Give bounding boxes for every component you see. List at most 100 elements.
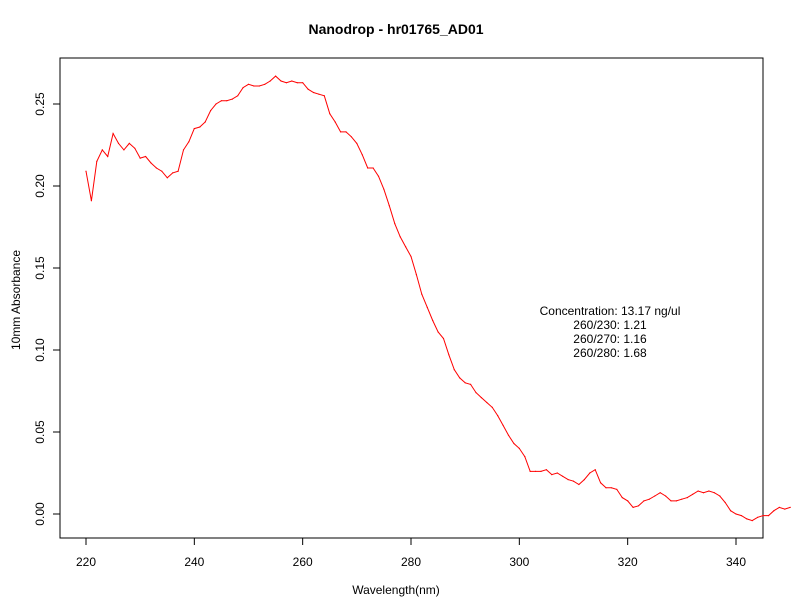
data-point xyxy=(567,479,569,481)
data-point xyxy=(659,492,661,494)
data-point xyxy=(605,487,607,489)
data-point xyxy=(670,500,672,502)
data-point xyxy=(220,100,222,102)
data-point xyxy=(383,188,385,190)
data-point xyxy=(757,516,759,518)
data-point xyxy=(610,487,613,489)
data-point xyxy=(405,246,407,248)
data-point xyxy=(784,508,786,510)
data-point xyxy=(253,85,255,87)
data-point xyxy=(117,142,120,144)
data-point xyxy=(724,501,726,504)
data-point xyxy=(675,500,678,502)
y-axis: 0.00 0.05 0.10 0.15 0.20 0.25 xyxy=(33,92,61,526)
data-point xyxy=(237,95,239,97)
data-point xyxy=(96,160,98,162)
data-point xyxy=(540,470,542,472)
data-point xyxy=(702,492,705,494)
data-point xyxy=(600,482,602,484)
data-point xyxy=(204,121,206,123)
data-point xyxy=(453,369,455,371)
data-point xyxy=(394,223,396,225)
data-point xyxy=(399,236,401,238)
data-point xyxy=(199,126,201,128)
y-axis-label: 10mm Absorbance xyxy=(9,249,23,351)
data-point xyxy=(578,483,580,486)
data-point xyxy=(486,401,488,404)
annotation-260-280: 260/280: 1.68 xyxy=(573,346,647,360)
data-point xyxy=(296,82,298,84)
y-tick-label: 0.05 xyxy=(33,420,47,444)
data-point xyxy=(90,200,92,202)
data-point xyxy=(426,306,428,308)
data-point xyxy=(773,510,775,512)
data-point xyxy=(150,162,152,164)
data-point xyxy=(535,470,537,472)
data-point xyxy=(621,497,623,499)
data-point xyxy=(730,510,732,512)
x-tick-label: 280 xyxy=(401,555,421,569)
y-tick-label: 0.15 xyxy=(33,256,47,280)
data-point xyxy=(529,470,531,472)
data-point xyxy=(637,505,640,507)
data-point xyxy=(648,498,650,500)
data-point xyxy=(589,472,591,474)
data-point xyxy=(432,319,434,322)
data-point xyxy=(210,110,212,112)
data-point xyxy=(665,495,667,497)
data-point xyxy=(323,95,325,97)
y-tick-label: 0.25 xyxy=(33,92,47,116)
chart-title: Nanodrop - hr01765_AD01 xyxy=(308,21,484,37)
data-point xyxy=(524,456,526,458)
data-point xyxy=(345,131,347,133)
data-point xyxy=(372,167,374,169)
data-point xyxy=(182,149,185,151)
y-tick-label: 0.10 xyxy=(33,338,47,362)
data-point xyxy=(507,434,510,436)
data-point xyxy=(318,93,320,95)
data-point xyxy=(166,177,168,179)
data-point xyxy=(697,490,699,492)
data-point xyxy=(789,506,791,508)
x-tick-label: 340 xyxy=(726,555,746,569)
data-point xyxy=(491,406,493,408)
data-point xyxy=(139,157,141,159)
data-point xyxy=(572,480,575,482)
data-point xyxy=(258,85,260,87)
data-point xyxy=(107,155,109,158)
data-point xyxy=(502,424,504,426)
x-tick-label: 300 xyxy=(509,555,529,569)
data-point xyxy=(85,170,87,172)
data-point xyxy=(329,113,331,115)
data-point xyxy=(464,382,466,384)
data-point xyxy=(686,497,688,499)
data-point xyxy=(556,472,558,474)
data-point xyxy=(388,205,390,207)
data-point xyxy=(242,87,244,89)
data-point xyxy=(269,80,271,82)
data-point xyxy=(719,495,721,497)
data-point xyxy=(643,500,645,502)
data-point xyxy=(437,331,439,333)
x-tick-label: 260 xyxy=(293,555,313,569)
data-point xyxy=(551,474,553,476)
data-points xyxy=(85,75,791,522)
x-axis: 220 240 260 280 300 320 340 xyxy=(76,537,746,569)
data-point xyxy=(740,515,743,517)
x-axis-label: Wavelength(nm) xyxy=(352,583,440,597)
data-point xyxy=(746,518,748,520)
data-point xyxy=(545,469,548,471)
data-point xyxy=(681,498,683,500)
data-point xyxy=(480,397,482,399)
data-point xyxy=(448,354,450,356)
data-point xyxy=(377,175,380,177)
x-tick-label: 320 xyxy=(618,555,638,569)
data-point xyxy=(356,142,358,144)
data-point xyxy=(155,167,157,169)
data-point xyxy=(334,121,336,123)
plot-frame xyxy=(59,57,764,539)
data-point xyxy=(312,91,315,94)
data-point xyxy=(654,495,656,497)
data-point xyxy=(172,172,174,174)
data-point xyxy=(112,132,114,135)
